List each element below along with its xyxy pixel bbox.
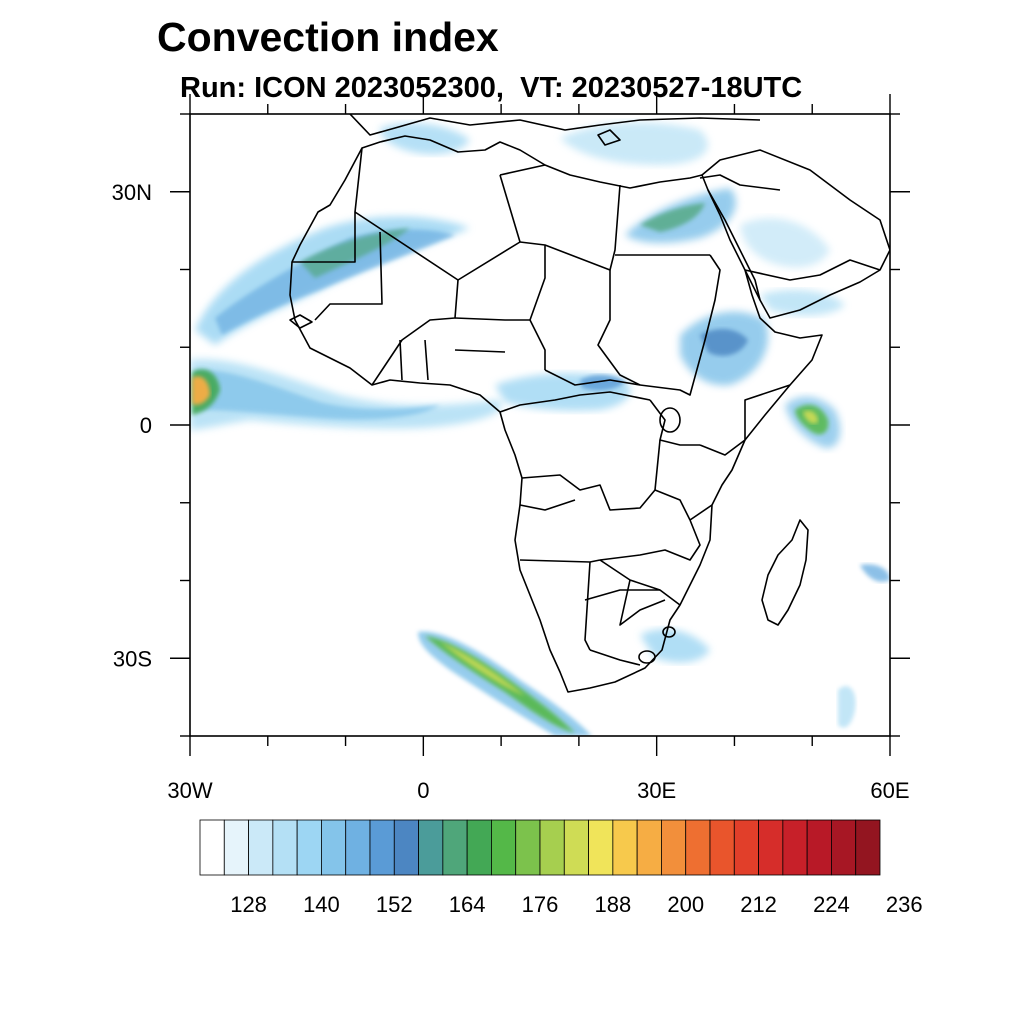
convection-field bbox=[190, 122, 890, 736]
colorbar-swatch bbox=[855, 819, 881, 876]
africa-coastline bbox=[289, 135, 823, 693]
colorbar-swatch bbox=[223, 819, 249, 876]
colorbar-swatch bbox=[272, 819, 298, 876]
colorbar-swatch bbox=[296, 819, 322, 876]
colorbar-swatch bbox=[393, 819, 419, 876]
colorbar-swatch bbox=[661, 819, 687, 876]
page-title: Convection index bbox=[157, 14, 499, 60]
lon-tick-label: 0 bbox=[417, 778, 429, 803]
colorbar-labels: 128 140 152 164 176 188 200 212 224 236 bbox=[230, 892, 922, 917]
colorbar-swatch bbox=[418, 819, 444, 876]
lat-tick-label: 0 bbox=[140, 413, 152, 438]
colorbar-label: 140 bbox=[303, 892, 340, 917]
lon-tick-label: 30W bbox=[167, 778, 212, 803]
colorbar-swatch bbox=[466, 819, 492, 876]
madagascar-coastline bbox=[761, 519, 809, 626]
colorbar-label: 236 bbox=[886, 892, 923, 917]
colorbar-swatch bbox=[831, 819, 857, 876]
red-sea-coast bbox=[707, 189, 761, 301]
colorbar-swatch bbox=[709, 819, 735, 876]
colorbar-swatch bbox=[321, 819, 347, 876]
colorbar-swatch bbox=[345, 819, 371, 876]
colorbar-swatch bbox=[758, 819, 784, 876]
colorbar-label: 164 bbox=[449, 892, 486, 917]
colorbar-swatch bbox=[442, 819, 468, 876]
colorbar-label: 128 bbox=[230, 892, 267, 917]
colorbar-swatch bbox=[199, 819, 225, 876]
lon-tick-label: 60E bbox=[870, 778, 909, 803]
colorbar bbox=[199, 819, 881, 876]
colorbar-label: 188 bbox=[594, 892, 631, 917]
colorbar-label: 200 bbox=[667, 892, 704, 917]
colorbar-swatch bbox=[369, 819, 395, 876]
axis-tick-labels: 30W 0 30E 60E 30N 0 30S bbox=[112, 180, 910, 803]
colorbar-swatch bbox=[491, 819, 517, 876]
coastlines-and-borders bbox=[289, 114, 890, 693]
lon-tick-label: 30E bbox=[637, 778, 676, 803]
colorbar-swatch bbox=[636, 819, 662, 876]
europe-coastline bbox=[349, 114, 761, 136]
colorbar-swatch bbox=[733, 819, 759, 876]
colorbar-swatch bbox=[612, 819, 638, 876]
colorbar-swatch bbox=[782, 819, 808, 876]
colorbar-swatch bbox=[685, 819, 711, 876]
lat-tick-label: 30S bbox=[113, 646, 152, 671]
arabia-coastline bbox=[701, 149, 890, 319]
colorbar-swatch bbox=[515, 819, 541, 876]
colorbar-label: 176 bbox=[522, 892, 559, 917]
colorbar-label: 212 bbox=[740, 892, 777, 917]
axis-ticks bbox=[170, 94, 910, 756]
colorbar-swatch bbox=[539, 819, 565, 876]
colorbar-label: 224 bbox=[813, 892, 850, 917]
map-frame bbox=[189, 113, 891, 737]
colorbar-label: 152 bbox=[376, 892, 413, 917]
colorbar-swatch bbox=[563, 819, 589, 876]
lat-tick-label: 30N bbox=[112, 180, 152, 205]
colorbar-swatch bbox=[248, 819, 274, 876]
colorbar-swatch bbox=[588, 819, 614, 876]
colorbar-swatch bbox=[806, 819, 832, 876]
page-subtitle: Run: ICON 2023052300, VT: 20230527-18UTC bbox=[180, 72, 803, 104]
